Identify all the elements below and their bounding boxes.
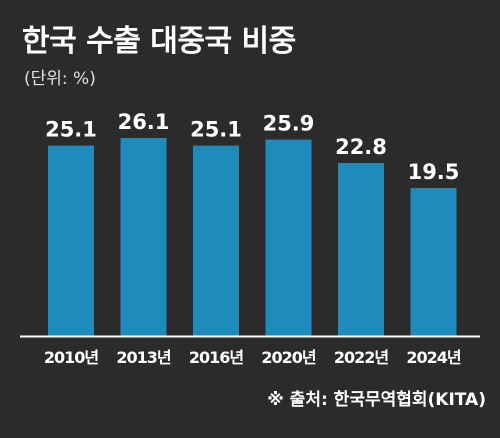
bar-2020년	[265, 139, 312, 336]
unit-label: (단위: %)	[24, 69, 96, 89]
x-tick-label: 2022년	[334, 348, 389, 367]
x-tick-label: 2013년	[116, 348, 171, 367]
chart-title: 한국 수출 대중국 비중	[22, 24, 296, 59]
x-tick-label: 2020년	[261, 348, 316, 367]
bar-2022년	[338, 163, 384, 336]
data-label: 19.5	[408, 160, 460, 184]
data-label: 25.9	[263, 112, 315, 136]
bar-2013년	[120, 138, 167, 336]
source-note: ※ 출처: 한국무역협회(KITA)	[267, 390, 486, 410]
bar-2016년	[193, 145, 239, 336]
bar-2010년	[48, 145, 94, 336]
x-tick-label: 2010년	[44, 348, 99, 367]
x-tick-label: 2016년	[189, 348, 244, 367]
data-label: 26.1	[118, 110, 170, 134]
data-label: 25.1	[45, 118, 97, 142]
bar-2024년	[410, 188, 457, 336]
data-label: 22.8	[335, 135, 387, 159]
x-tick-label: 2024년	[406, 348, 461, 367]
data-label: 25.1	[190, 118, 242, 142]
